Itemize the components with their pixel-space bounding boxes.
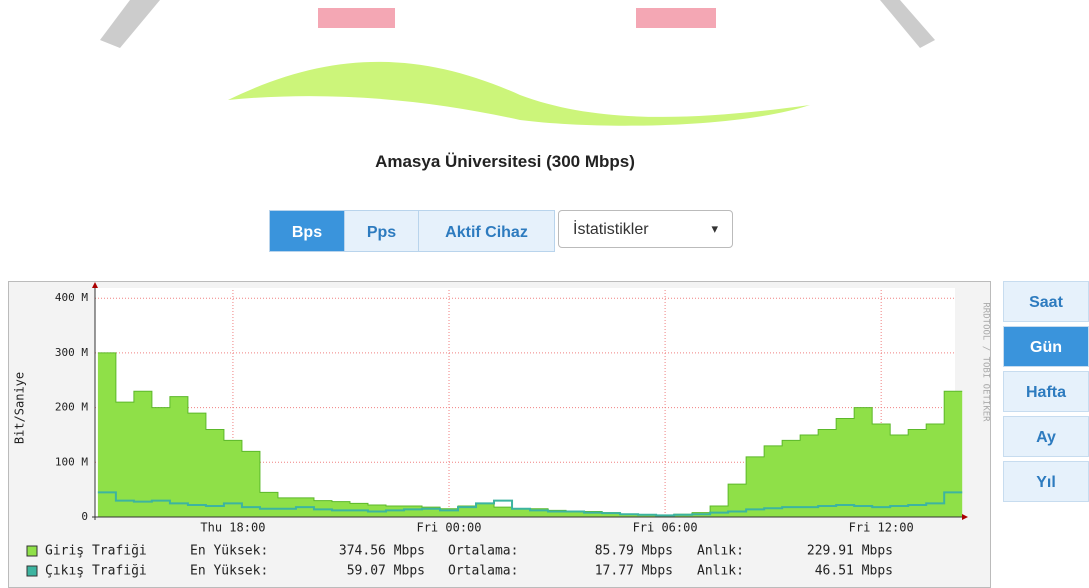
x-axis-arrow	[962, 514, 968, 520]
y-axis-label: Bit/Saniye	[13, 372, 27, 444]
logo-part	[636, 8, 716, 28]
stat-label: En Yüksek:	[190, 564, 268, 579]
stat-label: En Yüksek:	[190, 544, 268, 559]
tab-button[interactable]: Aktif Cihaz	[418, 210, 555, 252]
period-button[interactable]: Hafta	[1003, 371, 1089, 412]
x-tick-label: Fri 00:00	[416, 521, 481, 535]
tab-button[interactable]: Pps	[344, 210, 419, 252]
y-tick-label: 0	[81, 510, 88, 523]
select[interactable]: İstatistikler	[558, 210, 733, 248]
logo	[100, 0, 935, 126]
period-button[interactable]: Ay	[1003, 416, 1089, 457]
line	[97, 352, 963, 516]
y-tick-label: 400 M	[55, 291, 88, 304]
x-tick-label: Fri 12:00	[849, 521, 914, 535]
stat-value: 59.07 Mbps	[347, 564, 425, 579]
stat-value: 17.77 Mbps	[595, 564, 673, 579]
legend-label: Giriş Trafiği	[45, 544, 147, 559]
traffic-graph: Bit/Saniye RRDTOOL / TOBI OETIKER 0 100 M…	[8, 281, 991, 588]
legend-label: Çıkış Trafiği	[45, 564, 147, 579]
stat-value: 374.56 Mbps	[339, 544, 425, 559]
watermark: RRDTOOL / TOBI OETIKER	[981, 302, 991, 422]
logo-part	[100, 0, 160, 48]
x-tick-label: Thu 18:00	[200, 521, 265, 535]
y-tick-label: 100 M	[55, 455, 88, 468]
period-button[interactable]: Yıl	[1003, 461, 1089, 502]
logo-part	[880, 0, 935, 48]
y-tick-label: 300 M	[55, 346, 88, 359]
stat-label: Ortalama:	[448, 564, 518, 579]
stat-label: Anlık:	[697, 564, 744, 579]
period-button[interactable]: Gün	[1003, 326, 1089, 367]
stat-value: 229.91 Mbps	[807, 544, 893, 559]
logo-part	[318, 8, 395, 28]
period-button[interactable]: Saat	[1003, 281, 1089, 322]
line	[97, 491, 963, 517]
legend-swatch	[26, 545, 38, 557]
page-title: Amasya Üniversitesi (300 Mbps)	[375, 152, 635, 171]
y-axis-arrow	[92, 282, 98, 288]
logo-swoosh	[228, 61, 810, 126]
x-tick-label: Fri 06:00	[633, 521, 698, 535]
stat-label: Ortalama:	[448, 544, 518, 559]
stat-label: Anlık:	[697, 544, 744, 559]
stat-value: 46.51 Mbps	[815, 564, 893, 579]
y-tick-label: 200 M	[55, 401, 88, 414]
stat-value: 85.79 Mbps	[595, 544, 673, 559]
legend-swatch	[26, 565, 38, 577]
tab-button[interactable]: Bps	[269, 210, 345, 252]
